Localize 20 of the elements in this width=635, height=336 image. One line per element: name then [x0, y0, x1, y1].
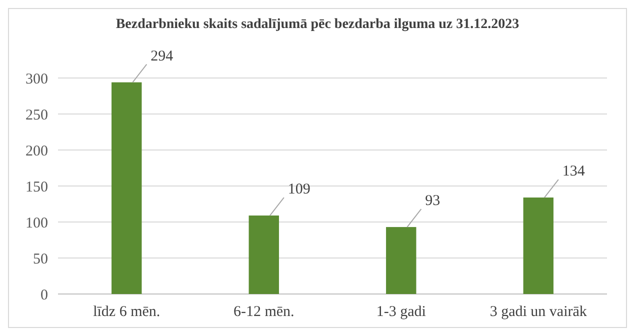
y-tick-label: 0 [40, 287, 48, 304]
y-tick-label: 200 [26, 143, 48, 160]
bar [112, 82, 142, 294]
y-tick-label: 250 [26, 107, 48, 124]
bar [523, 198, 554, 294]
y-tick-label: 150 [26, 179, 48, 196]
data-label: 109 [288, 182, 310, 198]
y-tick-label: 100 [26, 215, 48, 232]
y-tick-label: 50 [33, 251, 48, 268]
x-tick-label: 1-3 gadi [376, 304, 426, 320]
data-label: 134 [562, 164, 586, 180]
y-tick-label: 300 [26, 71, 48, 88]
x-tick-label: līdz 6 mēn. [93, 304, 160, 320]
x-tick-label: 6-12 mēn. [233, 304, 294, 320]
bar [248, 216, 279, 294]
chart-title: Bezdarbnieku skaits sadalījumā pēc bezdarba ilguma uz 31.12.2023 [116, 17, 520, 32]
bar [386, 227, 416, 294]
data-label: 294 [150, 48, 174, 64]
x-tick-label: 3 gadi un vairāk [490, 304, 588, 320]
data-label: 93 [425, 193, 440, 210]
